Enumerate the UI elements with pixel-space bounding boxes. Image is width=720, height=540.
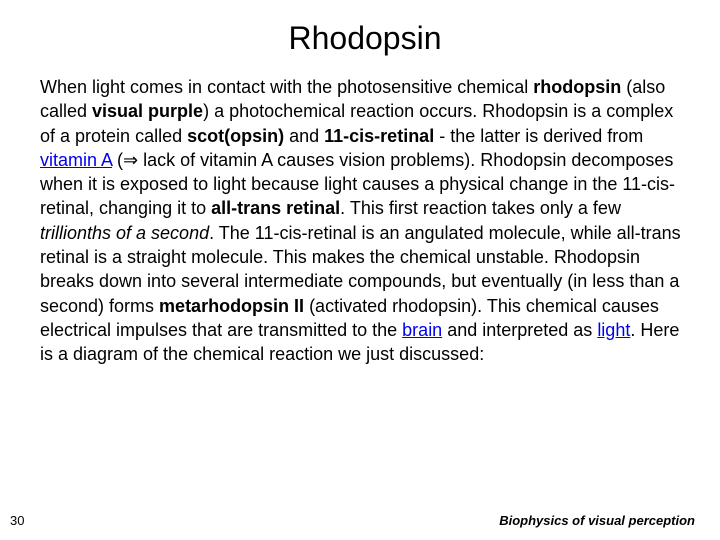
text-segment: . This first reaction takes only a few xyxy=(340,198,621,218)
term-rhodopsin: rhodopsin xyxy=(533,77,621,97)
page-number: 30 xyxy=(10,513,24,528)
slide-body: When light comes in contact with the pho… xyxy=(40,75,690,367)
link-vitamin-a[interactable]: vitamin A xyxy=(40,150,112,170)
term-visual-purple: visual purple xyxy=(92,101,203,121)
text-segment: and interpreted as xyxy=(442,320,597,340)
text-segment: When light comes in contact with the pho… xyxy=(40,77,533,97)
link-light[interactable]: light xyxy=(597,320,630,340)
term-metarhodopsin: metarhodopsin II xyxy=(159,296,304,316)
slide-title: Rhodopsin xyxy=(40,20,690,57)
term-trillionths: trillionths of a second xyxy=(40,223,209,243)
term-scotopsin: scot(opsin) xyxy=(187,126,284,146)
slide-footer: Biophysics of visual perception xyxy=(499,513,695,528)
slide-container: Rhodopsin When light comes in contact wi… xyxy=(0,0,720,540)
term-11-cis-retinal: 11-cis-retinal xyxy=(324,126,434,146)
text-segment: - the latter is derived from xyxy=(434,126,643,146)
term-all-trans-retinal: all-trans retinal xyxy=(211,198,340,218)
link-brain[interactable]: brain xyxy=(402,320,442,340)
text-segment: and xyxy=(284,126,324,146)
